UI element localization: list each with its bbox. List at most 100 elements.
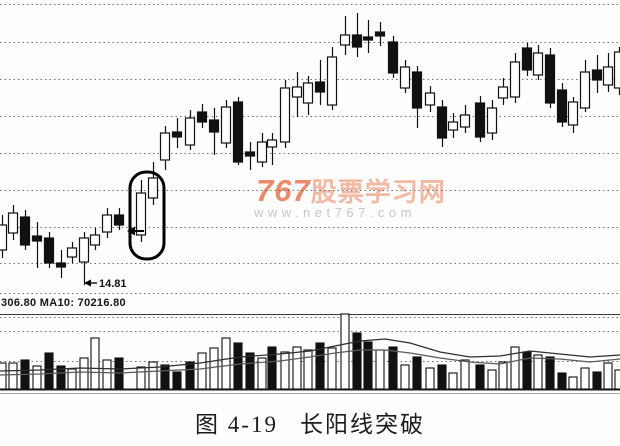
candle — [314, 81, 326, 93]
indicator-readout: 306.80 MA10: 70216.80 — [1, 297, 126, 309]
volume-bar — [233, 342, 243, 390]
breakout-highlight-oval — [128, 170, 166, 261]
volume-bar — [487, 369, 497, 390]
volume-bar — [102, 359, 112, 390]
candle — [232, 101, 244, 163]
candle — [351, 34, 363, 48]
candle — [19, 216, 31, 246]
candle — [591, 69, 603, 81]
candle — [43, 237, 55, 264]
candle — [556, 89, 568, 123]
volume-bar — [498, 361, 508, 390]
volume-bar — [592, 371, 602, 390]
candle — [436, 106, 448, 139]
volume-bar — [412, 356, 422, 390]
volume-bar — [437, 364, 447, 390]
watermark-brand-text: 股票学习网 — [310, 177, 446, 207]
volume-bar — [90, 337, 100, 390]
volume-bar — [280, 351, 290, 390]
volume-ma-1 — [0, 338, 620, 372]
volume-bar — [0, 362, 7, 390]
figure-caption-title: 长阳线突破 — [299, 412, 425, 437]
volume-bar — [388, 346, 398, 390]
candle — [424, 92, 436, 106]
volume-bar — [603, 362, 613, 390]
volume-bar — [400, 364, 410, 390]
candle — [256, 141, 268, 163]
volume-bar — [148, 361, 158, 390]
candle — [78, 237, 90, 263]
candle — [567, 101, 579, 126]
low-price-label: 14.81 — [99, 278, 127, 290]
volume-bar — [245, 352, 255, 390]
volume-bar — [303, 349, 313, 390]
candle — [339, 34, 351, 46]
candle — [411, 71, 423, 109]
candle — [509, 61, 521, 98]
volume-bar — [197, 352, 207, 390]
volume-bar — [475, 364, 485, 390]
candle — [159, 132, 171, 161]
low-price-arrow-head — [84, 279, 91, 287]
candle — [279, 87, 291, 143]
volume-bar — [56, 365, 66, 390]
volume-bar — [8, 362, 18, 390]
volume-bars — [0, 313, 620, 390]
candle — [544, 54, 556, 104]
watermark-brand: 767股票学习网 — [256, 172, 446, 209]
candle — [362, 36, 374, 41]
candle — [474, 102, 486, 138]
candle — [135, 192, 147, 236]
volume-bar — [533, 354, 543, 390]
volume-bar — [209, 347, 219, 390]
candle — [55, 262, 67, 268]
watermark-url: www.net767.com — [254, 205, 416, 220]
volume-bar — [267, 346, 277, 390]
volume-bar — [568, 376, 578, 390]
volume-bar — [557, 372, 567, 390]
candle — [497, 86, 509, 99]
volume-bar — [614, 369, 620, 390]
candle — [220, 106, 232, 144]
candle — [196, 111, 208, 123]
candle — [244, 151, 256, 157]
candles — [0, 13, 620, 285]
candle — [291, 86, 303, 98]
candle — [399, 66, 411, 89]
volume-bar — [257, 357, 267, 390]
volume-bar — [580, 367, 590, 390]
volume-bar — [545, 356, 555, 390]
volume-bar — [510, 346, 520, 390]
volume-bar — [221, 337, 231, 390]
volume-bar — [292, 346, 302, 390]
candle — [302, 82, 314, 104]
highlight-annotations — [84, 170, 166, 287]
figure-caption-label: 图 4-19 — [195, 412, 278, 437]
volume-ma-2 — [0, 349, 620, 376]
volume-bar — [160, 364, 170, 390]
candle — [459, 114, 471, 128]
candle — [613, 51, 620, 89]
volume-ma-lines — [0, 338, 620, 376]
open-arrow-head — [127, 226, 135, 236]
volume-bar — [136, 366, 146, 390]
candle — [486, 107, 498, 134]
volume-bar — [79, 357, 89, 390]
candle — [147, 177, 159, 199]
candle — [602, 66, 614, 86]
volume-bar — [44, 352, 54, 390]
volume-bar — [363, 341, 373, 390]
volume-bar — [375, 349, 385, 390]
watermark-brand-number: 767 — [256, 173, 311, 208]
candle — [171, 131, 183, 138]
candle — [0, 224, 8, 251]
candle — [521, 47, 533, 71]
volume-bar — [172, 371, 182, 390]
candle — [326, 56, 338, 106]
candle — [184, 117, 196, 146]
candle — [89, 234, 101, 246]
volume-bar — [32, 365, 42, 390]
candle — [66, 247, 78, 258]
